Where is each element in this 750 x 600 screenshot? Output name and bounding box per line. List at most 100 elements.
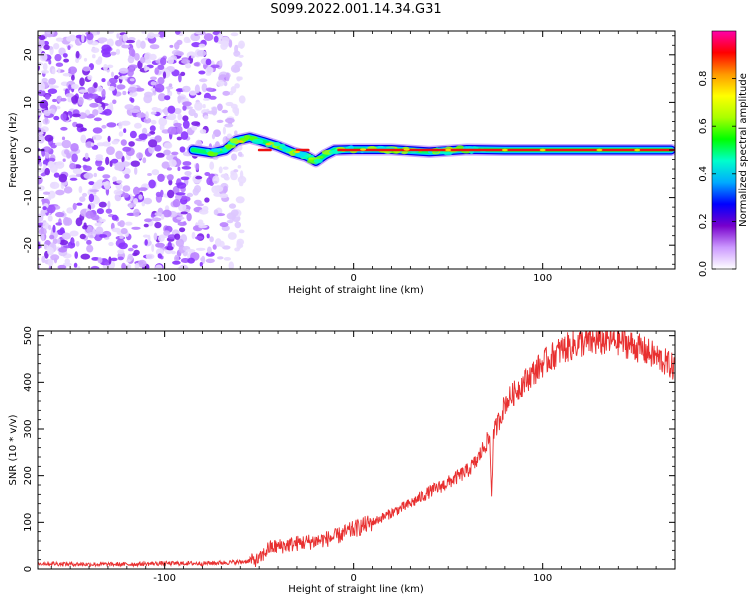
noise-blob (225, 117, 235, 124)
noise-blob (238, 229, 245, 234)
noise-blob (108, 86, 116, 91)
noise-blob (33, 122, 36, 126)
snr-panel: -100 0 100 0 100 200 300 400 500 Height of strai… (8, 326, 676, 595)
noise-blob (88, 181, 95, 186)
noise-blob (169, 44, 174, 48)
noise-blob (78, 112, 87, 119)
noise-blob (115, 150, 123, 160)
noise-blob (127, 86, 137, 93)
y-tick-label: 400 (23, 373, 34, 392)
noise-blob (115, 48, 121, 55)
noise-blob (177, 95, 182, 104)
noise-blob (38, 175, 43, 185)
bottom-axis-ticks: -100 0 100 0 100 200 300 400 500 (23, 326, 676, 584)
noise-blob (68, 34, 77, 42)
noise-blob (191, 121, 201, 126)
noise-blob (80, 127, 87, 132)
noise-blob (162, 71, 167, 79)
noise-blob (112, 176, 117, 182)
noise-blob (207, 110, 217, 115)
noise-blob (49, 162, 54, 166)
noise-blob (219, 193, 229, 199)
noise-blob (177, 166, 181, 172)
noise-blob (71, 153, 78, 163)
noise-blob (38, 120, 42, 129)
noise-blob (142, 157, 147, 164)
noise-blob (151, 169, 160, 176)
noise-blob (205, 87, 213, 92)
noise-blob (47, 88, 58, 94)
track-highlight (293, 150, 300, 154)
noise-blob (82, 66, 91, 72)
noise-blob (198, 224, 208, 229)
noise-blob (187, 257, 195, 264)
noise-blob (87, 75, 93, 80)
noise-blob (183, 36, 190, 44)
noise-blob (101, 88, 106, 98)
noise-blob (120, 139, 127, 146)
noise-blob (172, 260, 181, 265)
noise-blob (67, 45, 71, 50)
colorbar-ticks: 0.0 0.2 0.4 0.6 0.8 (698, 71, 736, 277)
noise-blob (234, 130, 238, 136)
noise-blob (143, 94, 153, 104)
noise-blob (166, 174, 174, 181)
noise-blob (157, 173, 165, 182)
noise-blob (52, 224, 56, 233)
noise-blob (228, 203, 237, 209)
noise-blob (122, 185, 131, 192)
colorbar-scale (711, 30, 737, 270)
colorbar-tick-label: 0.8 (698, 71, 709, 87)
noise-blob (77, 96, 84, 106)
noise-blob (62, 262, 72, 267)
noise-blob (234, 83, 240, 89)
noise-blob (172, 199, 181, 208)
noise-blob (41, 233, 45, 242)
noise-blob (167, 56, 174, 65)
noise-blob (168, 83, 173, 88)
noise-blob (35, 74, 38, 82)
noise-blob (114, 161, 125, 171)
noise-blob (182, 120, 190, 129)
noise-blob (136, 112, 146, 118)
noise-blob (198, 43, 206, 48)
noise-blob (83, 172, 94, 179)
noise-blob (151, 244, 155, 252)
noise-blob (196, 50, 207, 57)
noise-blob (142, 127, 148, 135)
noise-blob (237, 165, 242, 169)
noise-blob (50, 182, 56, 188)
noise-blob (116, 84, 126, 90)
y-tick-label: 10 (23, 96, 34, 109)
noise-blob (142, 234, 149, 238)
noise-blob (73, 262, 78, 268)
noise-blob (195, 163, 200, 171)
track-patch (313, 158, 323, 164)
track-patch (211, 148, 221, 153)
noise-blob (180, 71, 186, 77)
noise-blob (163, 230, 171, 236)
noise-blob (144, 218, 152, 223)
noise-blob (96, 86, 103, 92)
noise-blob (93, 82, 98, 89)
noise-blob (134, 262, 140, 269)
noise-blob (128, 64, 138, 69)
noise-blob (58, 47, 66, 56)
noise-blob (48, 157, 56, 162)
x-tick-label: -100 (153, 573, 176, 584)
noise-blob (82, 156, 91, 162)
noise-blob (48, 78, 56, 85)
noise-blob (182, 161, 192, 166)
noise-blob (221, 109, 228, 114)
noise-blob (102, 174, 111, 179)
noise-blob (115, 39, 122, 47)
noise-blob (113, 189, 123, 196)
noise-blob (135, 39, 142, 49)
noise-blob (213, 180, 218, 184)
noise-blob (234, 60, 243, 68)
noise-blob (40, 82, 45, 91)
noise-blob (175, 192, 186, 196)
noise-blob (145, 66, 150, 71)
noise-blob (76, 202, 83, 206)
